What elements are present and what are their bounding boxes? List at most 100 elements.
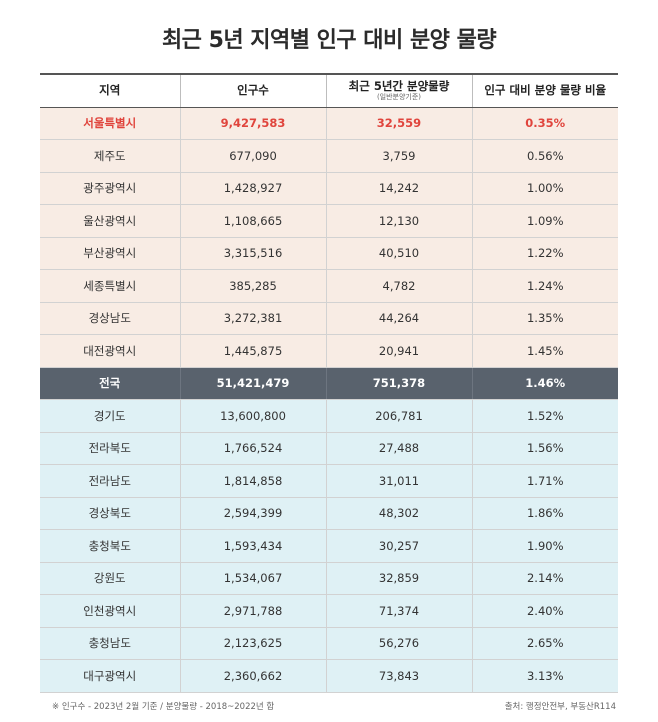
table-row: 대전광역시 1,445,875 20,941 1.45%: [40, 334, 618, 368]
cell-ratio: 1.52%: [472, 399, 618, 433]
table-row: 제주도 677,090 3,759 0.56%: [40, 139, 618, 173]
data-table-container: 지역 인구수 최근 5년간 분양물량 (일반분양기준) 인구 대비 분양 물량 …: [40, 73, 618, 693]
table-row: 광주광역시 1,428,927 14,242 1.00%: [40, 172, 618, 205]
cell-ratio: 3.13%: [472, 659, 618, 693]
header-population: 인구수: [180, 73, 327, 108]
table-row: 경상남도 3,272,381 44,264 1.35%: [40, 302, 618, 335]
cell-region: 제주도: [40, 139, 181, 173]
cell-ratio: 1.24%: [472, 269, 618, 303]
cell-region: 경상북도: [40, 497, 181, 530]
table-header-row: 지역 인구수 최근 5년간 분양물량 (일반분양기준) 인구 대비 분양 물량 …: [40, 73, 618, 108]
cell-supply: 73,843: [326, 659, 473, 693]
cell-population: 1,593,434: [180, 529, 327, 563]
table-row: 경기도 13,600,800 206,781 1.52%: [40, 399, 618, 433]
cell-ratio: 1.71%: [472, 464, 618, 498]
table-row: 울산광역시 1,108,665 12,130 1.09%: [40, 204, 618, 238]
cell-population: 9,427,583: [180, 107, 327, 140]
cell-population: 1,814,858: [180, 464, 327, 498]
table-row: 전라남도 1,814,858 31,011 1.71%: [40, 464, 618, 498]
cell-supply: 206,781: [326, 399, 473, 433]
header-supply-sublabel: (일반분양기준): [376, 92, 422, 101]
cell-region: 울산광역시: [40, 204, 181, 238]
cell-region: 경기도: [40, 399, 181, 433]
national-total-row: 전국 51,421,479 751,378 1.46%: [40, 367, 618, 400]
cell-supply: 48,302: [326, 497, 473, 530]
cell-region: 대구광역시: [40, 659, 181, 693]
header-supply-label: 최근 5년간 분양물량: [348, 79, 450, 94]
cell-region: 세종특별시: [40, 269, 181, 303]
cell-ratio: 1.46%: [472, 367, 618, 400]
cell-region: 충청북도: [40, 529, 181, 563]
cell-population: 1,445,875: [180, 334, 327, 368]
cell-supply: 12,130: [326, 204, 473, 238]
cell-population: 13,600,800: [180, 399, 327, 433]
cell-ratio: 1.90%: [472, 529, 618, 563]
cell-ratio: 1.35%: [472, 302, 618, 335]
cell-supply: 40,510: [326, 237, 473, 270]
cell-supply: 3,759: [326, 139, 473, 173]
cell-supply: 30,257: [326, 529, 473, 563]
cell-ratio: 1.45%: [472, 334, 618, 368]
cell-supply: 14,242: [326, 172, 473, 205]
table-row: 강원도 1,534,067 32,859 2.14%: [40, 562, 618, 595]
cell-region: 전라북도: [40, 432, 181, 465]
cell-population: 2,971,788: [180, 594, 327, 628]
population-supply-table: 지역 인구수 최근 5년간 분양물량 (일반분양기준) 인구 대비 분양 물량 …: [40, 73, 618, 693]
table-row: 서울특별시 9,427,583 32,559 0.35%: [40, 107, 618, 140]
cell-supply: 32,559: [326, 107, 473, 140]
table-row: 인천광역시 2,971,788 71,374 2.40%: [40, 594, 618, 628]
cell-supply: 31,011: [326, 464, 473, 498]
table-row: 전라북도 1,766,524 27,488 1.56%: [40, 432, 618, 465]
cell-supply: 20,941: [326, 334, 473, 368]
cell-population: 677,090: [180, 139, 327, 173]
source-credit: 출처: 행정안전부, 부동산R114: [504, 702, 616, 712]
cell-population: 1,534,067: [180, 562, 327, 595]
header-supply: 최근 5년간 분양물량 (일반분양기준): [326, 73, 473, 108]
cell-population: 1,428,927: [180, 172, 327, 205]
cell-region: 전국: [40, 367, 181, 400]
cell-region: 부산광역시: [40, 237, 181, 270]
cell-region: 강원도: [40, 562, 181, 595]
cell-supply: 71,374: [326, 594, 473, 628]
cell-ratio: 1.09%: [472, 204, 618, 238]
table-row: 세종특별시 385,285 4,782 1.24%: [40, 269, 618, 303]
cell-population: 2,360,662: [180, 659, 327, 693]
header-ratio: 인구 대비 분양 물량 비율: [472, 73, 618, 108]
footnote: ※ 인구수 - 2023년 2월 기준 / 분양물량 - 2018~2022년 …: [52, 702, 275, 712]
cell-supply: 4,782: [326, 269, 473, 303]
cell-population: 385,285: [180, 269, 327, 303]
cell-population: 1,108,665: [180, 204, 327, 238]
table-row: 부산광역시 3,315,516 40,510 1.22%: [40, 237, 618, 270]
cell-ratio: 1.56%: [472, 432, 618, 465]
cell-ratio: 1.86%: [472, 497, 618, 530]
cell-ratio: 0.56%: [472, 139, 618, 173]
cell-region: 경상남도: [40, 302, 181, 335]
table-row: 경상북도 2,594,399 48,302 1.86%: [40, 497, 618, 530]
cell-ratio: 2.65%: [472, 627, 618, 660]
cell-region: 서울특별시: [40, 107, 181, 140]
page-title: 최근 5년 지역별 인구 대비 분양 물량: [161, 28, 497, 53]
cell-supply: 44,264: [326, 302, 473, 335]
cell-supply: 32,859: [326, 562, 473, 595]
table-row: 충청북도 1,593,434 30,257 1.90%: [40, 529, 618, 563]
header-region: 지역: [40, 73, 181, 108]
cell-population: 3,272,381: [180, 302, 327, 335]
table-row: 충청남도 2,123,625 56,276 2.65%: [40, 627, 618, 660]
cell-ratio: 1.00%: [472, 172, 618, 205]
cell-population: 2,594,399: [180, 497, 327, 530]
cell-region: 광주광역시: [40, 172, 181, 205]
cell-population: 1,766,524: [180, 432, 327, 465]
cell-ratio: 0.35%: [472, 107, 618, 140]
cell-supply: 751,378: [326, 367, 473, 400]
cell-region: 전라남도: [40, 464, 181, 498]
cell-ratio: 2.14%: [472, 562, 618, 595]
cell-population: 2,123,625: [180, 627, 327, 660]
cell-region: 인천광역시: [40, 594, 181, 628]
cell-ratio: 2.40%: [472, 594, 618, 628]
cell-region: 대전광역시: [40, 334, 181, 368]
cell-population: 51,421,479: [180, 367, 327, 400]
cell-supply: 27,488: [326, 432, 473, 465]
cell-region: 충청남도: [40, 627, 181, 660]
table-row: 대구광역시 2,360,662 73,843 3.13%: [40, 659, 618, 693]
cell-supply: 56,276: [326, 627, 473, 660]
